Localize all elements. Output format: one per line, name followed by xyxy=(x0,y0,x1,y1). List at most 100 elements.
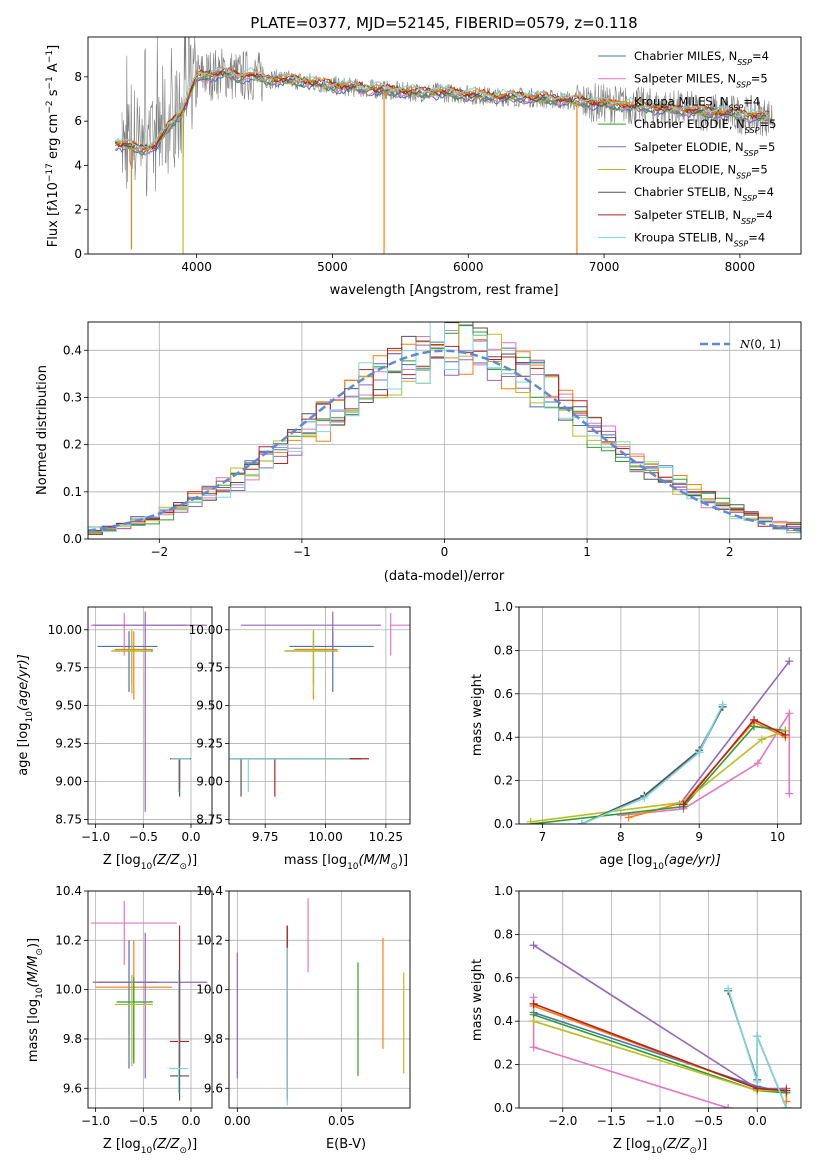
ticks: −2.0 −1.5 −1.0 −0.5 0.0 0.0 0.2 0.4 0.6 0.8 1.0 xyxy=(494,884,767,1128)
y-tick-label: 0.0 xyxy=(63,532,82,546)
series-marker xyxy=(753,1032,762,1041)
series-marker xyxy=(750,715,758,724)
x-tick-label: −0.5 xyxy=(129,1114,158,1128)
plot-area xyxy=(529,941,791,1108)
legend-entry: Kroupa ELODIE, NSSP=5 xyxy=(634,163,768,181)
axes-frame xyxy=(518,606,802,825)
axes-frame xyxy=(87,890,213,1109)
errorbar-point xyxy=(92,932,208,1079)
y-tick-label: 0.8 xyxy=(494,927,513,941)
x-axis-label: E(B-V) xyxy=(326,1137,366,1152)
series-marker xyxy=(616,811,625,820)
x-tick-label: −1.0 xyxy=(81,830,110,844)
y-tick-label: 0.6 xyxy=(494,971,513,985)
x-tick-label: 7 xyxy=(539,830,547,844)
y-axis-label: mass weight xyxy=(470,674,485,756)
series-marker xyxy=(577,820,586,824)
axes-mass-vs-ebv: 0.00 0.05 9.6 9.8 10.0 10.2 10.4 xyxy=(196,884,411,1128)
y-tick-label: 9.00 xyxy=(196,775,223,789)
y-tick-label: 10.4 xyxy=(196,884,223,898)
y-tick-label: 9.8 xyxy=(63,1032,82,1046)
model-spectrum-kroupa-miles xyxy=(114,66,770,152)
gridlines xyxy=(229,607,410,824)
ticks: 7 8 9 10 0.0 0.2 0.4 0.6 0.8 1.0 xyxy=(494,600,785,844)
series-line-kroupa-stelib xyxy=(581,704,724,824)
y-tick-label: 9.6 xyxy=(63,1081,82,1095)
x-tick-label: −0.5 xyxy=(694,1114,723,1128)
series-marker xyxy=(695,748,704,757)
errorbar-point xyxy=(229,758,362,797)
x-tick-label: 5000 xyxy=(317,260,348,274)
y-tick-label: 4 xyxy=(74,158,82,172)
series-line-kroupa-stelib xyxy=(727,988,788,1108)
x-axis-label: Z [log10(Z/Z⊙)] xyxy=(103,853,197,872)
x-tick-label: −0.5 xyxy=(129,830,158,844)
axes-spectrum: 4000 5000 6000 7000 8000 0 2 4 6 8 xyxy=(74,36,802,274)
ticks: 4000 5000 6000 7000 8000 0 2 4 6 8 xyxy=(74,70,755,274)
errorbar-point xyxy=(110,629,151,694)
y-tick-label: 10.00 xyxy=(189,623,223,637)
errorbar-point xyxy=(390,613,410,656)
ticks: −1.0 −0.5 0.0 8.75 9.00 9.25 9.50 9.75 10.00 xyxy=(48,623,201,844)
series-marker xyxy=(526,817,535,824)
x-tick-label: 9.75 xyxy=(252,830,279,844)
axes-frame xyxy=(87,36,802,255)
x-tick-label: −2.0 xyxy=(548,1114,577,1128)
plot-area xyxy=(526,657,794,824)
x-tick-label: −1.0 xyxy=(645,1114,674,1128)
axes-mass-vs-metallicity: −1.0 −0.5 0.0 9.6 9.8 10.0 10.2 10.4 xyxy=(55,884,213,1128)
legend-entry: N(0, 1) xyxy=(739,337,781,351)
y-tick-label: 8 xyxy=(74,70,82,84)
x-tick-label: −1.5 xyxy=(597,1114,626,1128)
axes-age-mass-weight: 7 8 9 10 0.0 0.2 0.4 0.6 0.8 1.0 xyxy=(494,600,802,844)
axes-frame xyxy=(228,890,411,1109)
y-tick-label: 0.4 xyxy=(63,343,82,357)
model-spectrum-kroupa-stelib xyxy=(114,64,769,149)
gridlines xyxy=(519,890,801,1109)
y-tick-label: 0.0 xyxy=(494,1101,513,1115)
y-tick-label: 1.0 xyxy=(494,600,513,614)
legend-entry: Kroupa STELIB, NSSP=4 xyxy=(634,231,765,249)
series-marker xyxy=(679,800,688,809)
gridlines xyxy=(88,607,212,824)
x-tick-label: 8 xyxy=(617,830,625,844)
axes-age-vs-metallicity: −1.0 −0.5 0.0 8.75 9.00 9.25 9.50 9.75 10.00 xyxy=(48,606,213,844)
y-tick-label: 9.75 xyxy=(196,661,223,675)
chart-title: PLATE=0377, MJD=52145, FIBERID=0579, z=0… xyxy=(250,14,637,32)
x-tick-label: −2 xyxy=(150,545,168,559)
series-marker xyxy=(757,735,766,744)
normal-curve xyxy=(88,349,801,532)
series-marker xyxy=(782,1086,791,1095)
x-axis-label: age [log10(age/yr)] xyxy=(599,853,721,872)
series-marker xyxy=(624,813,633,822)
axes-metallicity-mass-weight: −2.0 −1.5 −1.0 −0.5 0.0 0.0 0.2 0.4 0.6 0.8 1.0 xyxy=(494,884,802,1128)
errorbar-point xyxy=(170,758,191,793)
series-marker xyxy=(529,999,538,1008)
y-tick-label: 0.2 xyxy=(494,774,513,788)
errorbar-point xyxy=(169,969,189,1094)
y-tick-label: 10.2 xyxy=(55,933,82,947)
y-tick-label: 10.4 xyxy=(55,884,82,898)
series-line-chabrier-elodie xyxy=(530,725,786,824)
x-tick-label: 0 xyxy=(441,545,449,559)
legend-entry: Salpeter MILES, NSSP=5 xyxy=(634,72,768,90)
x-tick-label: −1.0 xyxy=(81,1114,110,1128)
ticks: −1.0 −0.5 0.0 9.6 9.8 10.0 10.2 10.4 xyxy=(55,884,200,1128)
x-tick-label: 0.0 xyxy=(181,830,200,844)
series-marker xyxy=(724,984,733,993)
x-tick-label: 0.05 xyxy=(328,1114,355,1128)
series-line-salpeter-elodie xyxy=(678,660,790,805)
y-tick-label: 9.75 xyxy=(55,661,82,675)
y-tick-label: 10.0 xyxy=(196,983,223,997)
errorbar-point xyxy=(170,758,190,790)
y-tick-label: 10.2 xyxy=(196,933,223,947)
plot-area xyxy=(114,37,775,254)
legend: Chabrier MILES, NSSP=4 Salpeter MILES, NS… xyxy=(598,49,776,248)
legend-entry: Salpeter STELIB, NSSP=4 xyxy=(634,208,773,226)
y-tick-label: 0.2 xyxy=(63,438,82,452)
series-marker xyxy=(529,1043,538,1052)
series-marker xyxy=(782,1104,791,1108)
series-marker xyxy=(785,789,794,798)
model-spectrum-kroupa-elodie xyxy=(115,71,769,151)
